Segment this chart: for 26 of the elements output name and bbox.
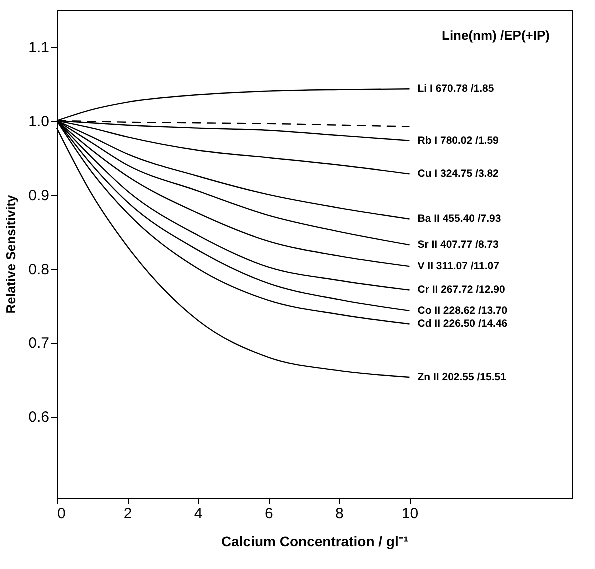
x-tick-label: 0 bbox=[58, 506, 66, 522]
x-tick-label: 10 bbox=[402, 506, 419, 522]
x-tick-label: 6 bbox=[264, 506, 274, 522]
y-tick-label: 0.7 bbox=[28, 335, 50, 352]
series-label: Li I 670.78 /1.85 bbox=[418, 83, 494, 96]
x-axis-title: Calcium Concentration / gl⁻¹ bbox=[221, 534, 409, 550]
series-label: Co II 228.62 /13.70 bbox=[418, 304, 508, 317]
series-label: Sr II 407.77 /8.73 bbox=[418, 239, 500, 252]
series-label: Rb I 780.02 /1.59 bbox=[418, 134, 500, 147]
series-label: Cu I 324.75 /3.82 bbox=[418, 168, 500, 180]
y-tick-label: 0.9 bbox=[28, 187, 50, 204]
y-axis-title: Relative Sensitivity bbox=[4, 194, 19, 314]
series-label: V II 311.07 /11.07 bbox=[418, 260, 500, 273]
line-series bbox=[56, 128, 410, 378]
series-label: Ba II 455.40 /7.93 bbox=[418, 213, 502, 226]
x-tick-label: 2 bbox=[124, 506, 132, 522]
legend-title: Line(nm) /EP(+IP) bbox=[442, 28, 550, 43]
y-tick-label: 1.1 bbox=[28, 39, 50, 56]
x-tick-label: 8 bbox=[336, 506, 344, 522]
series-label: Cr II 267.72 /12.90 bbox=[418, 284, 506, 296]
y-tick-label: 0.8 bbox=[28, 261, 50, 278]
y-tick-label: 1.0 bbox=[28, 113, 50, 130]
series-label: Zn II 202.55 /15.51 bbox=[418, 371, 507, 384]
series-label: Cd II 226.50 /14.46 bbox=[418, 318, 508, 330]
y-tick-label: 0.6 bbox=[28, 409, 50, 426]
x-tick-label: 4 bbox=[194, 506, 203, 522]
